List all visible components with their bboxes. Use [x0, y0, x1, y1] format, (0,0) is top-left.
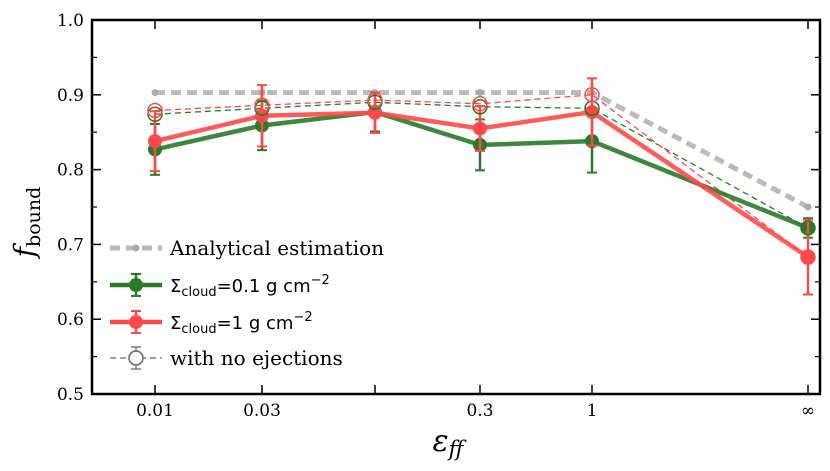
series-point: [585, 105, 599, 120]
series-point: [148, 134, 162, 149]
series-point: [368, 105, 382, 120]
y-tick-label: 0.9: [57, 86, 84, 106]
plot-content: [147, 77, 816, 296]
analytical-point: [804, 203, 812, 211]
x-tick-label: 0.01: [136, 401, 174, 421]
no-ejection-point: [800, 220, 816, 236]
series-line: [154, 109, 809, 231]
no-ejection-line: [154, 101, 809, 229]
legend-entry: with no ejections: [110, 346, 343, 370]
axes: 0.5 0.6 0.7 0.8 0.9 1.0 0.01 0.03 0.3 1 ∞: [57, 11, 820, 421]
legend-marker: [132, 244, 140, 252]
no-ejection-point: [584, 87, 600, 103]
legend-entry: Σcloud=1 g cm−2: [110, 310, 313, 337]
legend-label: Σcloud=1 g cm−2: [170, 310, 313, 337]
analytical-point: [476, 89, 484, 97]
legend-entry: Σcloud=0.1 g cm−2: [110, 273, 330, 300]
x-tick-label: 0.03: [243, 401, 281, 421]
y-tick-label: 0.7: [57, 235, 84, 255]
legend: Analytical estimation Σcloud=0.1 g cm−2 Σc…: [110, 236, 384, 370]
no-ejection-point: [472, 96, 488, 112]
no-ejection-line: [154, 94, 809, 258]
plot-frame: [90, 18, 822, 396]
x-axis-label: εff: [433, 424, 467, 461]
x-tick-label: ∞: [801, 401, 815, 421]
y-tick-label: 0.5: [57, 385, 84, 405]
y-tick-label: 1.0: [57, 11, 84, 31]
y-tick-label: 0.6: [57, 310, 84, 330]
no-ejection-point: [367, 92, 383, 108]
legend-label: Analytical estimation: [169, 236, 384, 260]
legend-label: Σcloud=0.1 g cm−2: [170, 273, 330, 300]
analytical-point: [151, 89, 159, 97]
legend-marker: [129, 278, 143, 292]
y-tick-label: 0.8: [57, 161, 84, 181]
no-ejection-point: [254, 97, 270, 114]
series-line: [154, 109, 810, 259]
legend-entry: Analytical estimation: [110, 236, 384, 260]
series-point: [473, 121, 487, 136]
y-axis-label: fbound: [8, 187, 45, 260]
legend-label: with no ejections: [170, 346, 343, 370]
axis-titles: fbound εff: [8, 187, 467, 461]
series-point: [801, 250, 815, 265]
x-tick-label: 0.3: [466, 401, 493, 421]
no-ejection-point: [147, 106, 163, 122]
legend-marker: [129, 315, 143, 329]
analytical-line: [155, 90, 810, 210]
no-ejection-point: [147, 102, 163, 119]
x-tick-label: 1: [587, 401, 598, 421]
no-ejection-point: [800, 249, 816, 265]
legend-marker: [128, 350, 144, 366]
